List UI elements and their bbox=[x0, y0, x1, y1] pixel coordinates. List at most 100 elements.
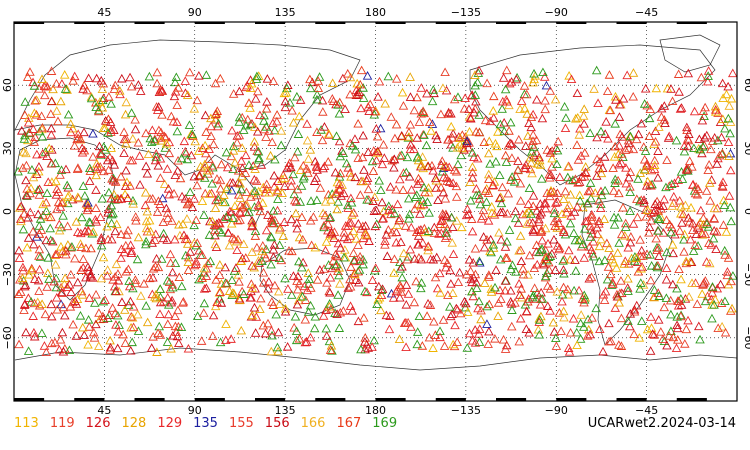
station-triangle-icon bbox=[109, 160, 120, 169]
station-triangle-icon bbox=[398, 185, 408, 194]
station-triangle-icon bbox=[226, 207, 237, 216]
station-triangle-icon bbox=[345, 301, 356, 310]
station-triangle-icon bbox=[453, 159, 463, 169]
station-triangle-icon bbox=[200, 110, 211, 120]
station-triangle-icon bbox=[368, 146, 379, 155]
station-triangle-icon bbox=[534, 317, 544, 326]
station-triangle-icon bbox=[599, 295, 610, 304]
station-triangle-icon bbox=[409, 105, 420, 115]
station-triangle-icon bbox=[468, 257, 478, 267]
station-triangle-icon bbox=[45, 223, 55, 233]
station-triangle-icon bbox=[585, 185, 595, 195]
station-triangle-icon bbox=[417, 195, 428, 205]
station-triangle-icon bbox=[389, 254, 400, 263]
station-triangle-icon bbox=[139, 278, 149, 288]
station-triangle-icon bbox=[502, 208, 513, 218]
station-triangle-icon bbox=[121, 165, 131, 175]
station-triangle-icon bbox=[437, 156, 447, 165]
station-triangle-icon bbox=[432, 134, 442, 143]
station-triangle-icon bbox=[441, 161, 452, 171]
station-triangle-icon bbox=[544, 265, 554, 274]
station-triangle-icon bbox=[354, 265, 365, 274]
station-triangle-icon bbox=[346, 262, 356, 271]
station-triangle-icon bbox=[15, 274, 25, 284]
station-triangle-icon bbox=[153, 102, 164, 111]
station-triangle-icon bbox=[80, 191, 90, 200]
station-triangle-icon bbox=[526, 209, 536, 218]
station-triangle-icon bbox=[286, 290, 297, 299]
station-triangle-icon bbox=[546, 170, 556, 179]
station-triangle-icon bbox=[585, 232, 596, 241]
station-triangle-icon bbox=[276, 140, 286, 150]
station-triangle-icon bbox=[295, 197, 306, 206]
station-triangle-icon bbox=[73, 277, 83, 287]
station-triangle-icon bbox=[540, 272, 551, 282]
station-triangle-icon bbox=[470, 104, 480, 113]
station-triangle-icon bbox=[367, 275, 378, 284]
station-triangle-icon bbox=[185, 247, 195, 256]
station-triangle-icon bbox=[430, 272, 441, 282]
station-triangle-icon bbox=[162, 275, 173, 285]
station-triangle-icon bbox=[201, 127, 211, 136]
station-triangle-icon bbox=[184, 120, 195, 129]
station-triangle-icon bbox=[466, 90, 477, 100]
station-triangle-icon bbox=[121, 97, 132, 107]
station-triangle-icon bbox=[639, 154, 650, 164]
tick-label-lon-top: −90 bbox=[545, 6, 568, 19]
station-triangle-icon bbox=[500, 150, 511, 160]
frame-bar-top bbox=[134, 22, 165, 24]
station-triangle-icon bbox=[153, 262, 164, 272]
station-triangle-icon bbox=[115, 86, 125, 95]
station-triangle-icon bbox=[680, 294, 691, 303]
station-triangle-icon bbox=[594, 196, 604, 205]
station-triangle-icon bbox=[358, 130, 368, 140]
station-triangle-icon bbox=[440, 67, 450, 77]
station-triangle-icon bbox=[652, 245, 662, 254]
station-triangle-icon bbox=[374, 175, 384, 185]
station-triangle-icon bbox=[265, 150, 276, 160]
station-triangle-icon bbox=[164, 148, 175, 158]
tick-label-lat-right: −60 bbox=[742, 326, 750, 349]
station-triangle-icon bbox=[18, 262, 28, 272]
station-triangle-icon bbox=[242, 114, 253, 124]
station-triangle-icon bbox=[273, 346, 283, 356]
station-triangle-icon bbox=[268, 252, 279, 261]
station-triangle-icon bbox=[560, 123, 571, 133]
station-triangle-icon bbox=[720, 123, 730, 133]
station-triangle-icon bbox=[170, 258, 181, 267]
station-triangle-icon bbox=[207, 178, 217, 188]
station-triangle-icon bbox=[331, 259, 342, 269]
station-triangle-icon bbox=[674, 264, 684, 274]
station-triangle-icon bbox=[558, 256, 568, 265]
station-triangle-icon bbox=[241, 150, 251, 160]
station-triangle-icon bbox=[86, 243, 96, 253]
station-triangle-icon bbox=[78, 84, 88, 93]
station-triangle-icon bbox=[117, 73, 127, 83]
station-triangle-icon bbox=[506, 321, 517, 331]
station-triangle-icon bbox=[292, 146, 303, 156]
station-triangle-icon bbox=[485, 234, 496, 244]
station-triangle-icon bbox=[272, 342, 283, 352]
station-triangle-icon bbox=[516, 256, 527, 266]
station-triangle-icon bbox=[554, 308, 565, 317]
station-triangle-icon bbox=[150, 134, 160, 144]
station-triangle-icon bbox=[228, 146, 239, 155]
frame-bar-top bbox=[14, 22, 45, 24]
station-triangle-icon bbox=[564, 245, 574, 255]
station-triangle-icon bbox=[578, 322, 589, 331]
station-triangle-icon bbox=[490, 333, 500, 343]
station-triangle-icon bbox=[515, 290, 525, 299]
station-triangle-icon bbox=[194, 245, 204, 255]
station-triangle-icon bbox=[416, 159, 427, 169]
station-triangle-icon bbox=[269, 170, 279, 180]
station-triangle-icon bbox=[297, 291, 308, 301]
station-triangle-icon bbox=[412, 339, 422, 349]
station-triangle-icon bbox=[63, 192, 73, 201]
station-triangle-icon bbox=[614, 188, 624, 198]
legend-item: 129 bbox=[157, 416, 183, 431]
station-triangle-icon bbox=[312, 275, 323, 284]
station-triangle-icon bbox=[515, 196, 526, 205]
station-triangle-icon bbox=[540, 104, 550, 114]
station-triangle-icon bbox=[469, 107, 479, 117]
station-triangle-icon bbox=[33, 166, 44, 176]
